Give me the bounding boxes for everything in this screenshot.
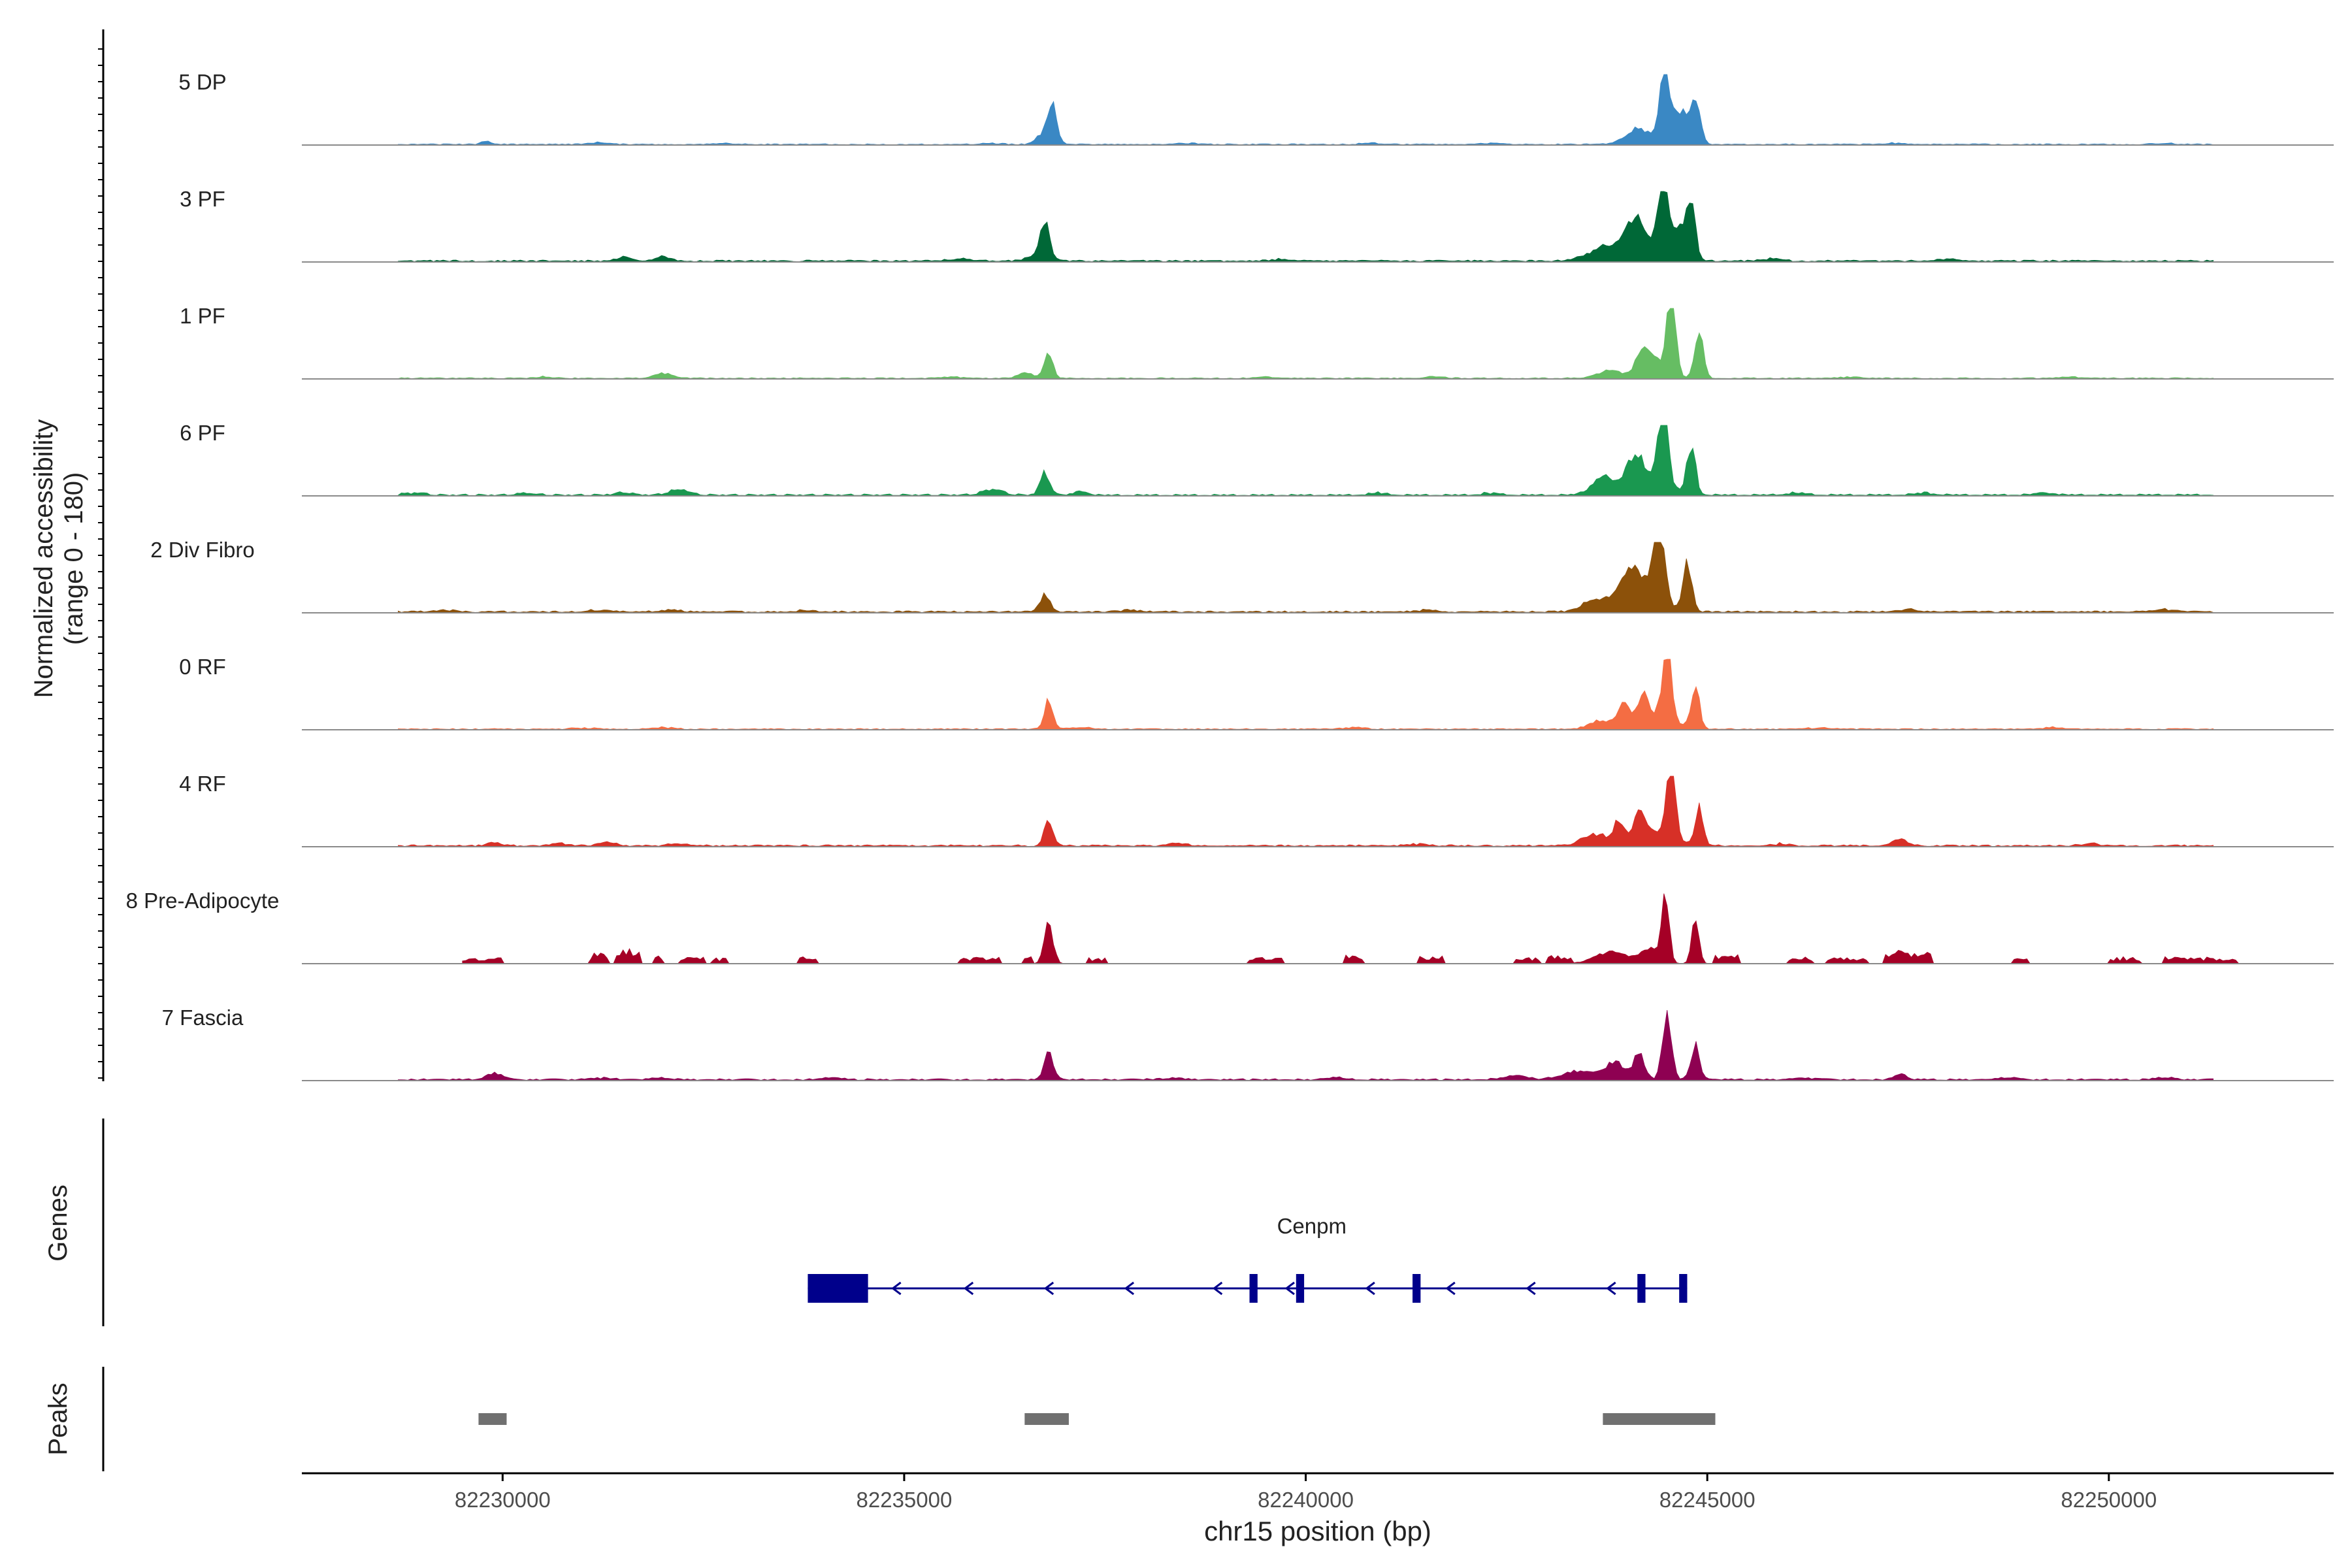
strand-arrow [1124,1281,1135,1296]
track-8-pre-adipocyte: 8 Pre-Adipocyte [126,889,2334,964]
y-axis-label-line2: (range 0 - 180) [59,472,88,645]
coverage-tracks: 5 DP 3 PF 1 PF 6 PF 2 Div Fibro 0 RF 4 RF 8 Pre… [126,70,2334,1081]
track-label: 4 RF [179,772,226,796]
y-axis-label-line1: Normalized accessibility [29,419,58,698]
peak-regions [478,1413,1716,1425]
gene-exon [808,1274,868,1303]
genes-panel-label: Genes [44,1184,73,1262]
strand-arrow [1284,1281,1295,1296]
strand-arrow [1043,1281,1054,1296]
x-tick-label: 82240000 [1258,1488,1354,1512]
track-7-fascia: 7 Fascia [162,1005,2334,1081]
strand-arrow [1445,1281,1456,1296]
coverage-area [462,893,2246,964]
track-label: 8 Pre-Adipocyte [126,889,280,913]
track-label: 6 PF [180,421,225,445]
track-3-pf: 3 PF [180,187,2334,263]
track-label: 3 PF [180,187,225,211]
gene-exon [1413,1274,1421,1303]
strand-arrow [891,1281,902,1296]
strand-arrow [1526,1281,1536,1296]
x-tick-label: 82230000 [455,1488,551,1512]
coverage-area [398,74,2213,146]
strand-arrow [963,1281,974,1296]
track-1-pf: 1 PF [180,304,2334,380]
gene-name-label: Cenpm [1277,1214,1347,1238]
track-label: 0 RF [179,655,226,679]
tracks-y-axis-ticks [98,48,103,1079]
coverage-area [398,308,2213,380]
peaks-panel-label: Peaks [44,1382,73,1455]
coverage-area [398,776,2213,847]
gene-exon [1249,1274,1258,1303]
peak-region [478,1413,507,1425]
x-tick-label: 82250000 [2061,1488,2157,1512]
track-4-rf: 4 RF [179,772,2334,847]
coverage-area [398,191,2213,263]
coverage-area [398,1009,2213,1081]
gene-exon [1296,1274,1305,1303]
track-label: 7 Fascia [162,1005,244,1030]
strand-arrow [1212,1281,1223,1296]
x-axis-ticks: 82230000 82235000 82240000 82245000 82250000 [455,1473,2157,1512]
strand-arrow [1606,1281,1616,1296]
x-tick-label: 82235000 [857,1488,953,1512]
strand-arrow [1365,1281,1375,1296]
coverage-area [398,425,2213,497]
x-tick-label: 82245000 [1659,1488,1756,1512]
gene-exon [1679,1274,1688,1303]
track-2-div-fibro: 2 Div Fibro [150,538,2334,613]
coverage-area [398,542,2213,613]
track-6-pf: 6 PF [180,421,2334,497]
track-5-dp: 5 DP [178,70,2334,146]
gene-exon [1637,1274,1646,1303]
peak-region [1603,1413,1716,1425]
x-axis-title: chr15 position (bp) [1204,1516,1431,1546]
coverage-area [398,659,2213,730]
track-label: 2 Div Fibro [150,538,255,562]
peak-region [1024,1413,1069,1425]
track-label: 1 PF [180,304,225,328]
y-axis-label: Normalized accessibility (range 0 - 180) [29,419,88,698]
track-label: 5 DP [178,70,226,94]
gene-track: Cenpm [808,1214,1688,1303]
track-0-rf: 0 RF [179,655,2334,730]
